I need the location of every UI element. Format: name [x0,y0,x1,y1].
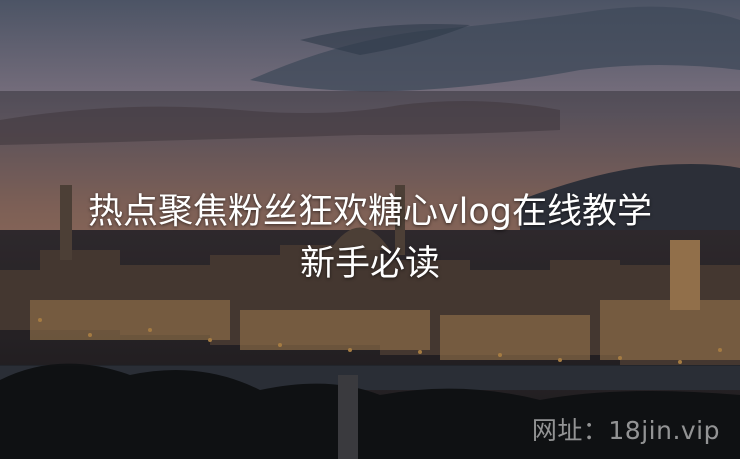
title-line-2: 新手必读 [0,238,740,290]
title-line-1: 热点聚焦粉丝狂欢糖心vlog在线教学 [0,186,740,238]
watermark-text: 网址：18jin.vip [532,411,720,447]
cover-title: 热点聚焦粉丝狂欢糖心vlog在线教学 新手必读 [0,186,740,290]
